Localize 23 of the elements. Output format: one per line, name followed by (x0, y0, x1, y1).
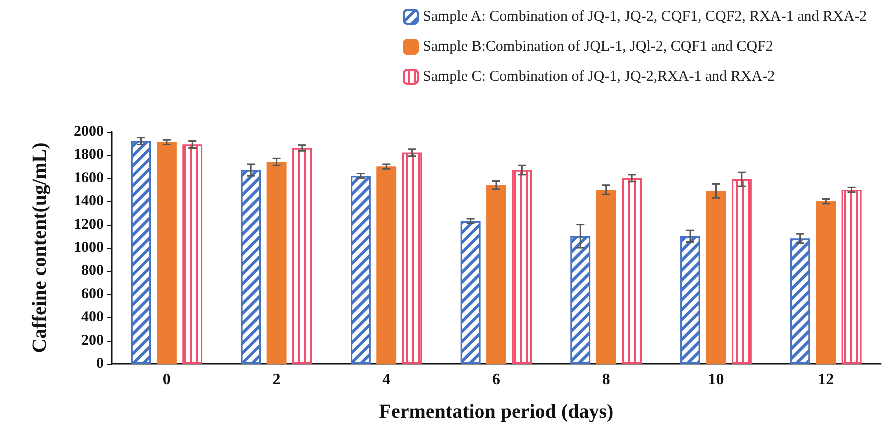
x-tick-label: 4 (382, 372, 391, 388)
y-tick-label: 800 (82, 263, 104, 280)
x-tick-label: 0 (162, 372, 171, 388)
x-axis-title: Fermentation period (days) (379, 401, 614, 423)
y-axis-title: Caffeine content(ug/mL) (29, 142, 51, 354)
x-tick-label: 6 (492, 372, 500, 388)
y-tick-label: 1000 (74, 240, 104, 256)
y-tick-label: 200 (82, 332, 104, 349)
y-tick-label: 400 (82, 310, 104, 326)
y-tick-label: 1800 (74, 147, 104, 164)
x-tick-label: 2 (272, 372, 281, 388)
y-tick-label: 0 (96, 356, 104, 372)
y-tick-label: 600 (82, 286, 104, 302)
x-tick-label: 10 (708, 372, 724, 388)
y-tick-label: 1200 (74, 216, 104, 233)
y-tick-label: 2000 (74, 124, 104, 140)
legend-label: Sample B:Combination of JQL-1, JQl-2, CQF1 and CQF2 (423, 39, 774, 55)
legend-label: Sample C: Combination of JQ-1, JQ-2,RXA-1 and RXA-2 (423, 69, 776, 85)
x-tick-label: 8 (602, 372, 610, 388)
legend-label: Sample A: Combination of JQ-1, JQ-2, CQF1, CQF2, RXA-1 and RXA-2 (423, 9, 868, 25)
y-tick-label: 1600 (74, 170, 104, 186)
y-tick-label: 1400 (74, 194, 104, 210)
x-tick-label: 12 (818, 372, 834, 388)
